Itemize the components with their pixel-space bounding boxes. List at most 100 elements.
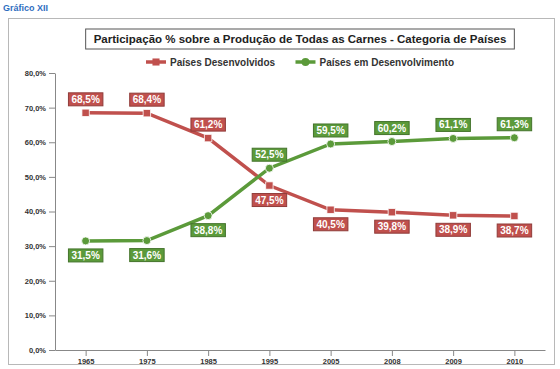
data-label-group: 59,5% [313, 124, 347, 137]
y-axis: 0,0%10,0%20,0%30,0%40,0%50,0%60,0%70,0%8… [25, 69, 56, 355]
data-label: 68,5% [71, 94, 99, 105]
title-box [86, 29, 515, 49]
data-label-box [252, 148, 286, 161]
x-tick-label: 1975 [139, 357, 156, 366]
y-tick-mark [49, 142, 55, 143]
series-line [86, 113, 515, 216]
y-tick-mark [49, 177, 55, 178]
x-tick: 1965 [78, 350, 95, 366]
marker [82, 109, 89, 116]
data-label: 52,5% [255, 149, 283, 160]
x-tick: 2005 [323, 350, 340, 366]
data-label-box [375, 122, 409, 135]
data-label: 40,5% [316, 219, 344, 230]
x-axis: 1965 1975 1985 1995 2005 2008 2009 2010 [56, 350, 546, 366]
x-tick: 2008 [384, 350, 401, 366]
y-tick-label: 20,0% [25, 277, 47, 286]
legend-item: Países em Desenvolvimento [295, 57, 454, 68]
y-tick-mark [49, 246, 55, 247]
data-label: 61,2% [194, 119, 222, 130]
data-label-group: 60,2% [375, 122, 409, 135]
legend-label: Países Desenvolvidos [170, 57, 275, 68]
legend: Países Desenvolvidos Países em Desenvolvi… [146, 57, 454, 68]
data-label: 47,5% [255, 195, 283, 206]
data-label-group: 47,5% [252, 194, 286, 207]
y-tick: 20,0% [25, 277, 55, 286]
x-tick-label: 1995 [262, 357, 279, 366]
x-tick-mark [453, 350, 454, 356]
data-label: 61,3% [500, 119, 528, 130]
x-tick-label: 1965 [78, 357, 95, 366]
x-tick-label: 2005 [323, 357, 340, 366]
data-label-box [497, 224, 531, 237]
y-tick-label: 0,0% [29, 346, 46, 355]
data-label-box [436, 118, 470, 131]
marker [388, 208, 395, 215]
data-label-box [68, 249, 102, 262]
x-tick-label: 1985 [200, 357, 217, 366]
y-tick-label: 40,0% [25, 207, 47, 216]
y-tick-label: 50,0% [25, 173, 47, 182]
data-label: 31,5% [71, 250, 99, 261]
data-label: 39,8% [378, 221, 406, 232]
y-tick-label: 80,0% [25, 69, 47, 78]
y-tick-label: 10,0% [25, 311, 47, 320]
data-label: 59,5% [316, 125, 344, 136]
x-tick: 1995 [262, 350, 279, 366]
x-tick: 1985 [200, 350, 217, 366]
x-tick-mark [514, 350, 515, 356]
marker [143, 109, 150, 116]
x-tick-mark [147, 350, 148, 356]
frame [9, 19, 555, 365]
marker [82, 237, 90, 245]
marker [327, 140, 335, 148]
y-tick-mark [49, 108, 55, 109]
data-label-box [191, 224, 225, 237]
y-tick-label: 60,0% [25, 138, 47, 147]
y-tick: 10,0% [25, 311, 55, 320]
y-tick: 0,0% [29, 346, 55, 355]
y-tick: 50,0% [25, 173, 55, 182]
data-label-box [436, 223, 470, 236]
data-label-group: 40,5% [313, 218, 347, 231]
x-axis-line [56, 350, 546, 351]
x-tick-mark [269, 350, 270, 356]
data-label-group: 52,5% [252, 148, 286, 161]
marker [327, 206, 334, 213]
x-tick: 2010 [507, 350, 524, 366]
data-label-box [375, 220, 409, 233]
data-label-group: 31,6% [130, 249, 164, 262]
data-label-box [313, 124, 347, 137]
data-label-group: 68,4% [130, 93, 164, 106]
marker [143, 237, 151, 245]
marker [449, 134, 457, 142]
data-label: 38,8% [194, 225, 222, 236]
data-label-box [130, 249, 164, 262]
marker [449, 212, 456, 219]
marker [510, 134, 518, 142]
marker [204, 134, 211, 141]
data-label-group: 38,8% [191, 224, 225, 237]
data-label-box [191, 118, 225, 131]
data-label-box [68, 93, 102, 106]
data-label-box [497, 118, 531, 131]
legend-item: Países Desenvolvidos [146, 57, 275, 68]
plot-area [82, 109, 519, 245]
data-label-group: 68,5% [68, 93, 102, 106]
data-label-group: 39,8% [375, 220, 409, 233]
legend-label: Países em Desenvolvimento [319, 57, 454, 68]
y-tick: 40,0% [25, 207, 55, 216]
x-tick: 1975 [139, 350, 156, 366]
x-tick: 2009 [445, 350, 462, 366]
title: Participação % sobre a Produção de Todas… [94, 33, 507, 45]
data-label: 38,7% [500, 225, 528, 236]
data-label-box [130, 93, 164, 106]
data-label: 60,2% [378, 123, 406, 134]
x-tick-label: 2010 [507, 357, 524, 366]
data-labels: 68,5% 68,4% 61,2% 47,5% 40,5% 39,8% 38,9% 38,7%… [68, 93, 531, 262]
marker [265, 164, 273, 172]
data-label-group: 38,9% [436, 223, 470, 236]
y-axis-line [55, 74, 56, 351]
data-label: 68,4% [133, 94, 161, 105]
y-tick: 70,0% [25, 104, 55, 113]
